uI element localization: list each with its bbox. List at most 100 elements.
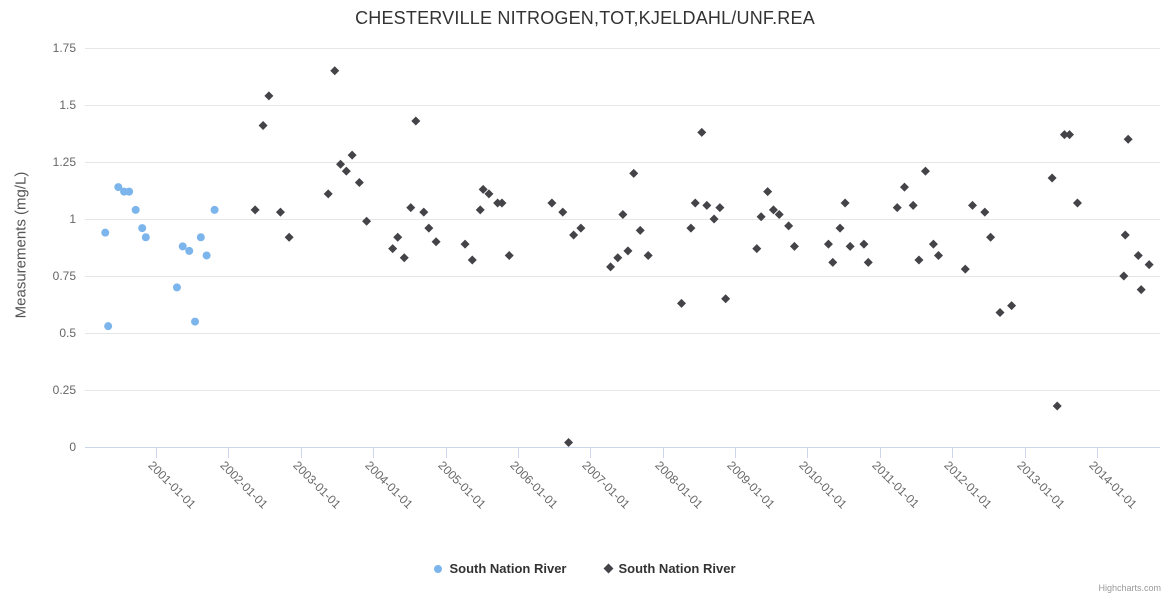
data-point[interactable] [1072,198,1082,208]
data-point[interactable] [399,253,409,263]
data-point[interactable] [264,91,274,101]
data-point[interactable] [547,198,557,208]
data-point[interactable] [914,255,924,265]
data-point[interactable] [101,228,110,237]
data-point[interactable] [756,212,766,222]
legend-item-series-1[interactable]: South Nation River [434,561,567,576]
data-point[interactable] [1052,401,1062,411]
data-point[interactable] [484,189,494,199]
data-point[interactable] [828,257,838,267]
data-point[interactable] [823,239,833,249]
data-point[interactable] [629,168,639,178]
data-point[interactable] [114,183,123,192]
data-point[interactable] [202,251,211,260]
data-point[interactable] [131,205,140,214]
data-point[interactable] [104,322,113,331]
data-point[interactable] [191,317,200,326]
data-point[interactable] [258,121,268,131]
data-point[interactable] [141,233,150,242]
data-point[interactable] [424,223,434,233]
highcharts-credit-link[interactable]: Highcharts.com [1098,583,1161,593]
data-point[interactable] [606,262,616,272]
data-point[interactable] [341,166,351,176]
data-point[interactable] [960,264,970,274]
data-point[interactable] [784,221,794,231]
data-point[interactable] [697,127,707,137]
data-point[interactable] [185,246,194,255]
data-point[interactable] [210,205,219,214]
data-point[interactable] [721,294,731,304]
data-point[interactable] [431,237,441,247]
data-point[interactable] [1065,130,1075,140]
data-point[interactable] [928,239,938,249]
data-point[interactable] [986,232,996,242]
data-point[interactable] [467,255,477,265]
data-point[interactable] [892,203,902,213]
data-point[interactable] [475,205,485,215]
data-point[interactable] [1144,260,1154,270]
data-point[interactable] [863,257,873,267]
data-point[interactable] [702,200,712,210]
data-point[interactable] [576,223,586,233]
data-point[interactable] [1047,173,1057,183]
data-point[interactable] [774,209,784,219]
data-point[interactable] [460,239,470,249]
data-point[interactable] [920,166,930,176]
data-point[interactable] [933,250,943,260]
data-point[interactable] [178,242,187,251]
data-point[interactable] [172,283,181,292]
data-point[interactable] [686,223,696,233]
data-point[interactable] [690,198,700,208]
data-point[interactable] [196,233,205,242]
data-point[interactable] [908,200,918,210]
data-point[interactable] [1123,134,1133,144]
data-point[interactable] [347,150,357,160]
data-point[interactable] [275,207,285,217]
data-point[interactable] [763,187,773,197]
data-point[interactable] [1119,271,1129,281]
data-point[interactable] [1059,130,1069,140]
data-point[interactable] [393,232,403,242]
data-point[interactable] [840,198,850,208]
data-point[interactable] [362,216,372,226]
data-point[interactable] [995,307,1005,317]
data-point[interactable] [1136,285,1146,295]
data-point[interactable] [623,246,633,256]
data-point[interactable] [899,182,909,192]
data-point[interactable] [859,239,869,249]
data-point[interactable] [330,66,340,76]
data-point[interactable] [752,244,762,254]
data-point[interactable] [569,230,579,240]
data-point[interactable] [419,207,429,217]
data-point[interactable] [478,184,488,194]
data-point[interactable] [613,253,623,263]
data-point[interactable] [835,223,845,233]
data-point[interactable] [618,209,628,219]
data-point[interactable] [1133,250,1143,260]
data-point[interactable] [845,241,855,251]
data-point[interactable] [284,232,294,242]
data-point[interactable] [354,178,364,188]
data-point[interactable] [125,187,134,196]
data-point[interactable] [1120,230,1130,240]
data-point[interactable] [411,116,421,126]
data-point[interactable] [789,241,799,251]
data-point[interactable] [388,244,398,254]
data-point[interactable] [558,207,568,217]
data-point[interactable] [406,203,416,213]
data-point[interactable] [635,225,645,235]
data-point[interactable] [768,205,778,215]
data-point[interactable] [1007,301,1017,311]
data-point[interactable] [564,437,574,447]
data-point[interactable] [709,214,719,224]
data-point[interactable] [323,189,333,199]
data-point[interactable] [968,200,978,210]
data-point[interactable] [643,250,653,260]
legend-item-series-2[interactable]: South Nation River [603,561,736,576]
data-point[interactable] [138,224,147,233]
data-point[interactable] [497,198,507,208]
data-point[interactable] [336,159,346,169]
data-point[interactable] [715,203,725,213]
data-point[interactable] [504,250,514,260]
data-point[interactable] [676,298,686,308]
